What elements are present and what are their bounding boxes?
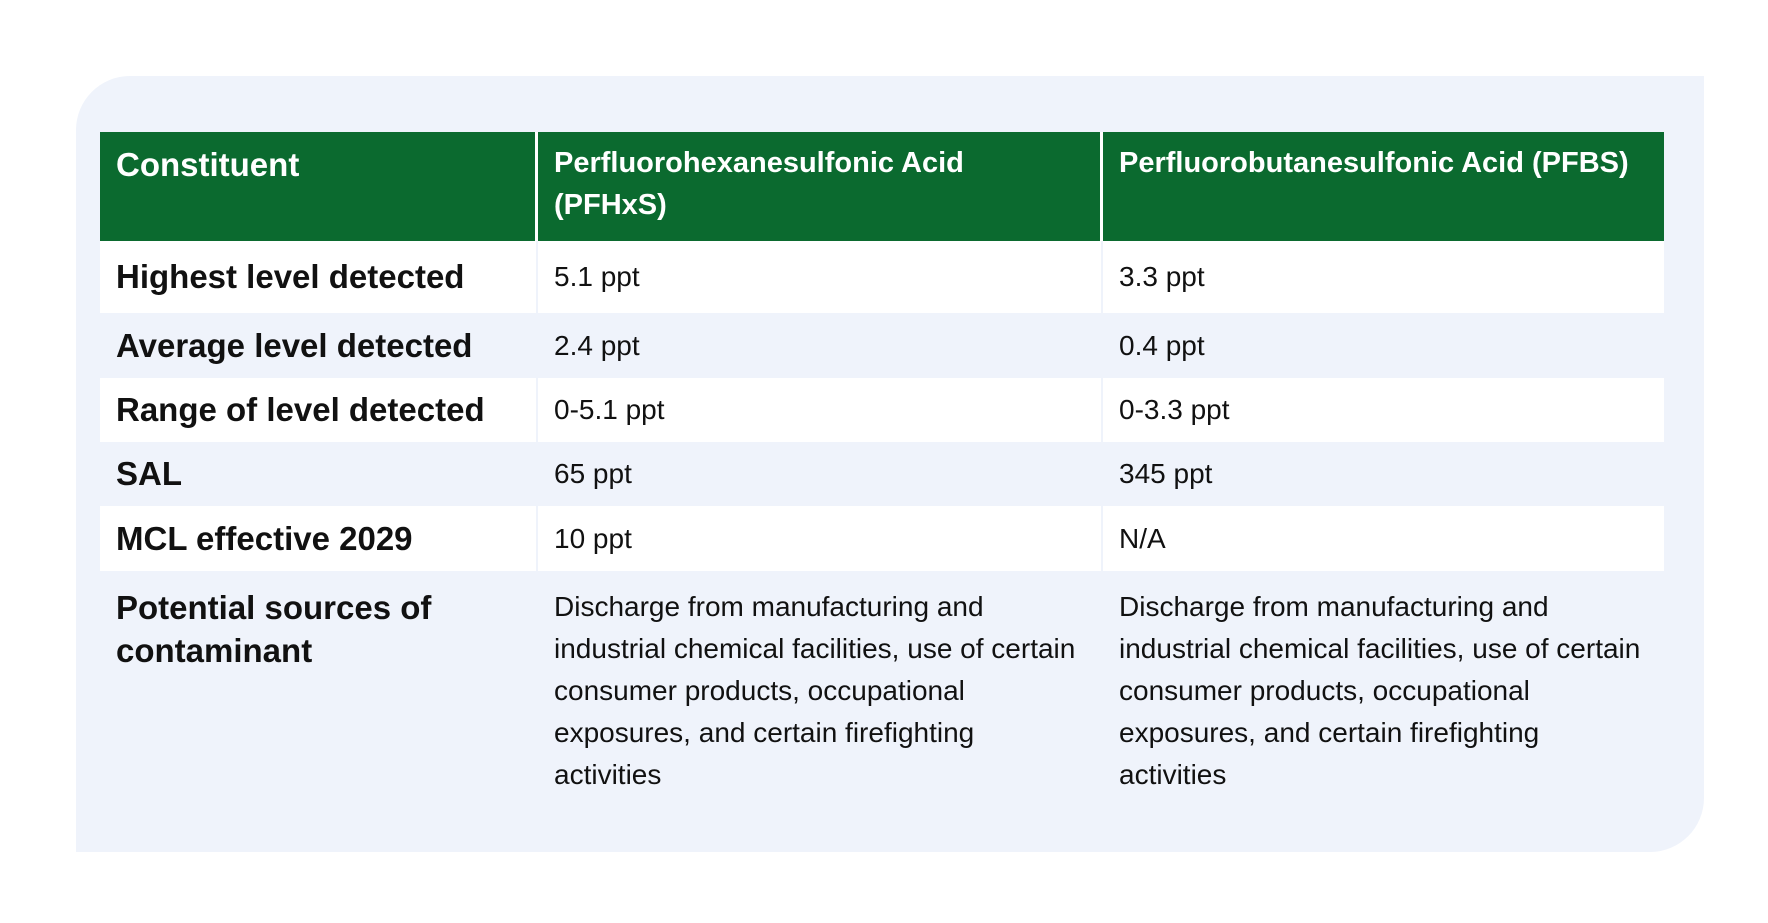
header-pfhxs: Perfluorohexanesulfonic Acid (PFHxS) <box>538 132 1103 241</box>
table-row: SAL 65 ppt 345 ppt <box>100 442 1664 506</box>
pfhxs-value: 10 ppt <box>538 506 1103 571</box>
pfhxs-value: 5.1 ppt <box>538 241 1103 313</box>
row-label: Highest level detected <box>100 241 538 313</box>
table-row: MCL effective 2029 10 ppt N/A <box>100 506 1664 571</box>
pfbs-value: Discharge from manufacturing and industr… <box>1119 591 1641 790</box>
table-row: Highest level detected 5.1 ppt 3.3 ppt <box>100 241 1664 313</box>
table-row: Average level detected 2.4 ppt 0.4 ppt <box>100 313 1664 378</box>
table-header-row: Constituent Perfluorohexanesulfonic Acid… <box>100 132 1664 241</box>
pfbs-value: 3.3 ppt <box>1119 261 1205 292</box>
row-label: Potential sources of contaminant <box>116 589 432 669</box>
pfbs-value: 345 ppt <box>1119 458 1213 489</box>
row-label: MCL effective 2029 <box>100 506 538 571</box>
pfhxs-value: 65 ppt <box>554 458 632 489</box>
row-label: SAL <box>116 455 182 492</box>
pfhxs-value: 2.4 ppt <box>554 329 640 361</box>
pfhxs-value: Discharge from manufacturing and industr… <box>554 591 1076 790</box>
header-constituent: Constituent <box>100 132 538 241</box>
pfhxs-value: 0-5.1 ppt <box>538 378 1103 442</box>
row-label: Average level detected <box>116 326 473 364</box>
contaminant-table: Constituent Perfluorohexanesulfonic Acid… <box>100 132 1664 796</box>
pfbs-value: N/A <box>1119 522 1166 554</box>
table-row: Range of level detected 0-5.1 ppt 0-3.3 … <box>100 378 1664 442</box>
row-label: Range of level detected <box>100 378 538 442</box>
pfbs-value: 0.4 ppt <box>1119 329 1205 361</box>
header-pfbs: Perfluorobutanesulfonic Acid (PFBS) <box>1119 147 1629 179</box>
pfbs-value: 0-3.3 ppt <box>1119 394 1230 425</box>
table-row: Potential sources of contaminant Dischar… <box>100 571 1664 796</box>
